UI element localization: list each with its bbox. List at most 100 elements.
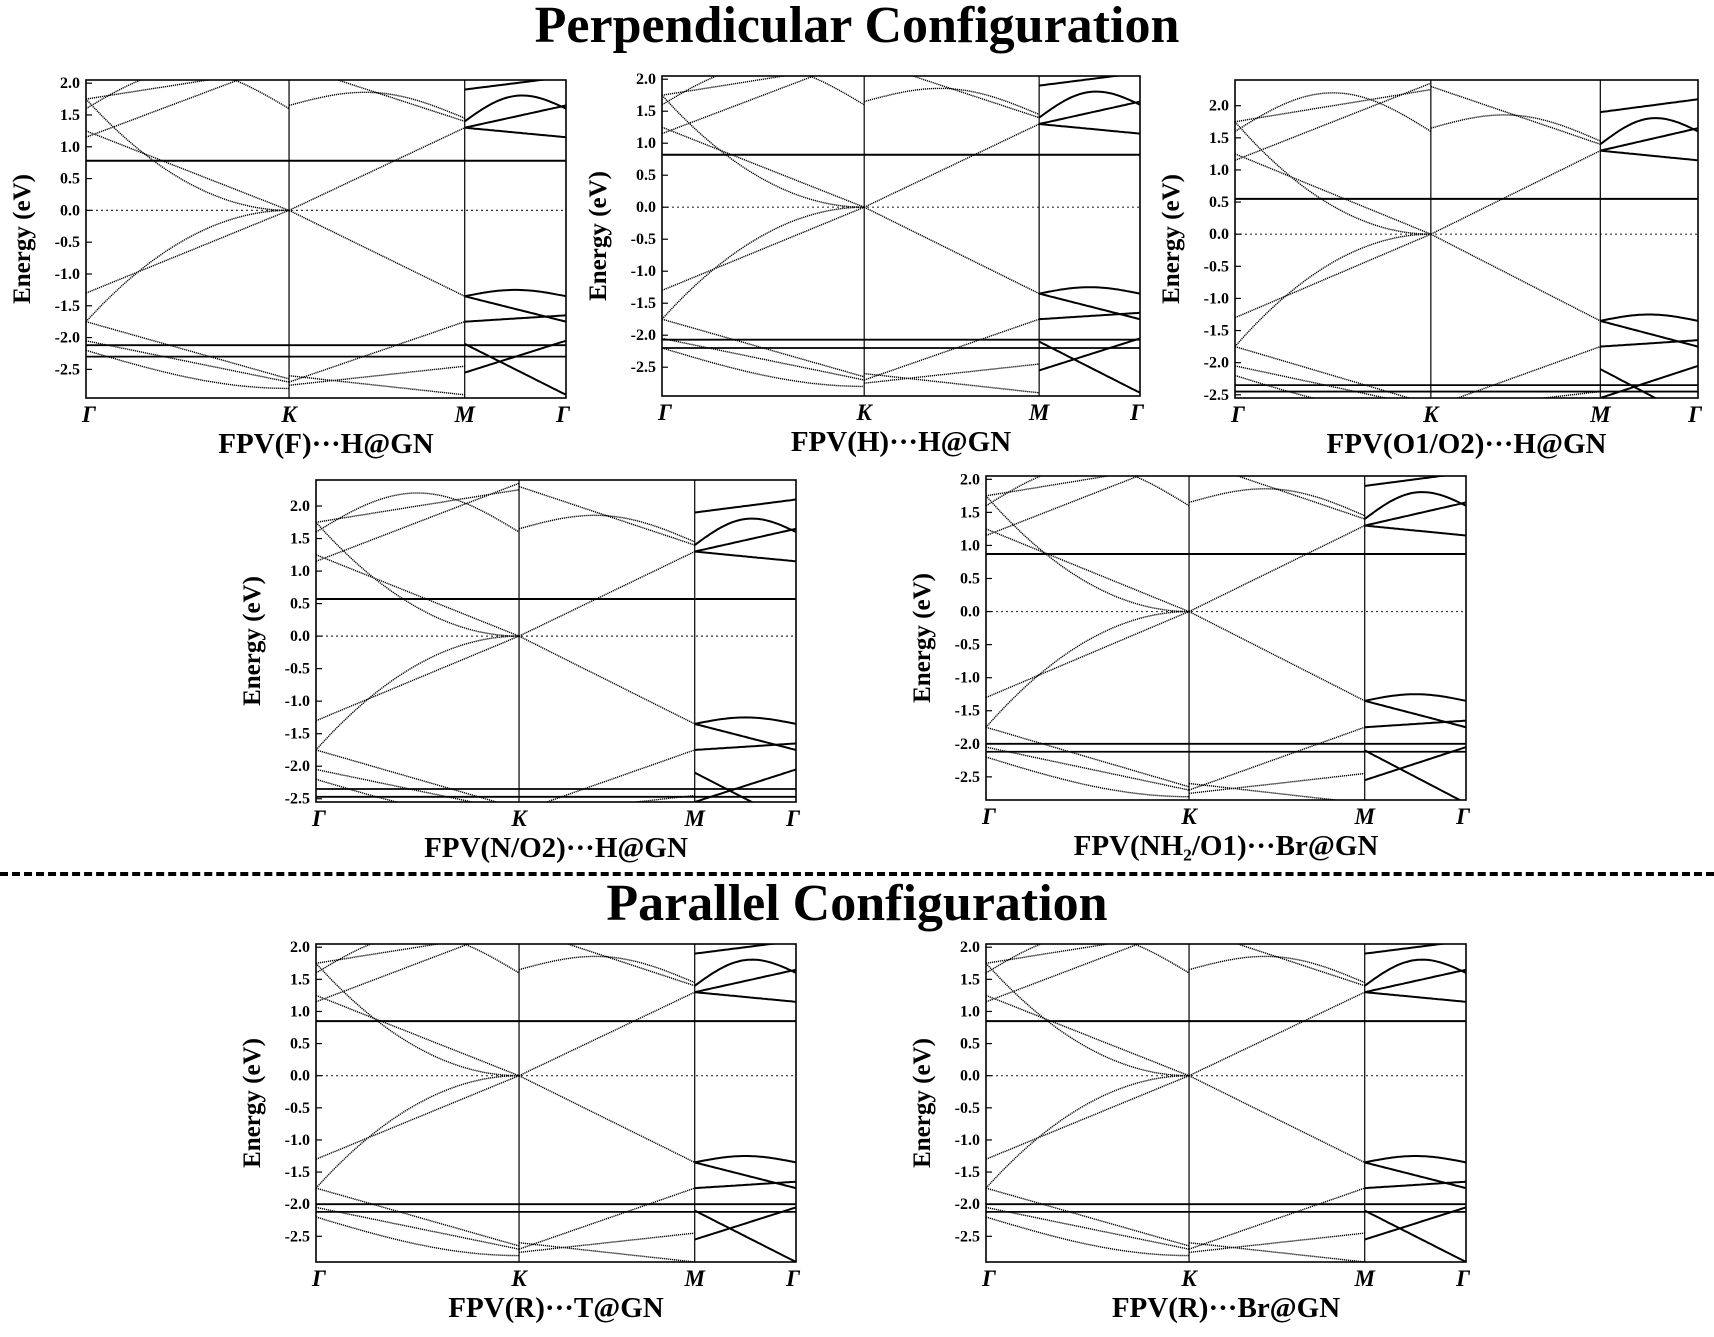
y-axis-label: Energy (eV) [239, 576, 266, 706]
band-line [316, 489, 520, 523]
panel-caption: FPV(R)···T@GN [448, 1292, 664, 1324]
band-line [518, 991, 696, 1077]
band-line [1364, 958, 1466, 987]
band-line [662, 76, 816, 135]
band-line [464, 126, 566, 139]
band-line [288, 375, 465, 396]
k-point-label: Γ [1129, 400, 1144, 425]
y-tick-label: -2.5 [955, 1228, 980, 1245]
band-line [86, 321, 290, 380]
panel-caption: FPV(N/O2)···H@GN [424, 832, 688, 864]
band-line [1235, 153, 1432, 235]
band-line [464, 295, 566, 323]
band-panel: 2.0 1.5 1.0 0.5 0.0 -0.5 -1.0 -1.5 -2.0 -2.5 Energ… [0, 72, 584, 482]
y-tick-label: -1.5 [955, 1164, 980, 1181]
band-line [694, 968, 796, 994]
panel-caption: FPV(O1/O2)···H@GN [1326, 428, 1607, 460]
plot-frame [985, 475, 1467, 801]
band-line [86, 80, 241, 138]
band-line [662, 206, 865, 292]
band-line [1600, 313, 1698, 322]
band-line [1235, 374, 1316, 398]
band-line [1600, 149, 1698, 162]
band-panel: 2.0 1.5 1.0 0.5 0.0 -0.5 -1.0 -1.5 -2.0 -2.5 Energ… [898, 938, 1482, 1334]
band-line [1235, 233, 1431, 348]
y-tick-label: -0.5 [55, 234, 80, 251]
k-point-label: M [683, 1266, 706, 1291]
bands [1235, 80, 1698, 398]
y-tick-label: -2.5 [955, 769, 980, 786]
band-panel: 2.0 1.5 1.0 0.5 0.0 -0.5 -1.0 -1.5 -2.0 -2.5 Energ… [1153, 72, 1714, 482]
bands [986, 944, 1466, 1262]
band-line [986, 1187, 1190, 1247]
y-tick-label: 0.5 [290, 1036, 310, 1053]
band-line [86, 209, 290, 294]
y-tick-label: -1.5 [285, 726, 310, 743]
band-line [1364, 524, 1466, 537]
band-line [1235, 88, 1431, 123]
band-line [986, 726, 1190, 788]
band-line [662, 337, 865, 381]
band-line [986, 610, 1189, 728]
y-tick-label: -1.0 [1204, 290, 1229, 307]
band-line [86, 340, 290, 383]
band-panel: 2.0 1.5 1.0 0.5 0.0 -0.5 -1.0 -1.5 -2.0 -2.5 Energ… [580, 71, 1164, 482]
panel-caption: FPV(F)···H@GN [218, 428, 434, 460]
band-line [863, 318, 1040, 381]
panel-caption: FPV(H)···H@GN [790, 426, 1012, 458]
band-line [1364, 501, 1466, 527]
y-tick-label: 2.0 [290, 939, 310, 956]
band-line [288, 91, 465, 119]
band-line [694, 742, 796, 751]
y-tick-label: -1.5 [55, 298, 80, 315]
band-structure-plot: 2.0 1.5 1.0 0.5 0.0 -0.5 -1.0 -1.5 -2.0 -2.5 Energ… [909, 471, 1470, 829]
y-tick-label: 0.0 [60, 202, 80, 219]
y-tick-label: 0.5 [960, 1036, 980, 1053]
band-line [1188, 772, 1365, 795]
band-line [986, 756, 1189, 798]
k-point-label: Γ [785, 1266, 800, 1291]
band-line [986, 476, 1141, 537]
band-line [86, 130, 290, 212]
band-line [662, 126, 865, 208]
plot-frame [661, 75, 1141, 397]
band-line [694, 768, 796, 802]
y-tick-label: 0.5 [960, 570, 980, 587]
band-line [1235, 92, 1432, 132]
k-point-label: Γ [981, 1266, 996, 1291]
band-line [1599, 117, 1698, 145]
k-point-label: K [510, 806, 528, 831]
k-point-label: Γ [981, 804, 996, 829]
bands [316, 944, 796, 1262]
band-line [1235, 233, 1432, 319]
y-tick-label: 1.0 [60, 139, 80, 156]
band-line [1600, 339, 1698, 348]
band-line [1038, 340, 1140, 394]
bands [986, 476, 1466, 800]
band-line [986, 1075, 1190, 1189]
band-line [1600, 127, 1698, 152]
k-point-label: M [1028, 400, 1051, 425]
band-line [518, 550, 696, 637]
parallel-title: Parallel Configuration [606, 875, 1108, 932]
band-line [1039, 123, 1140, 135]
band-line [518, 955, 695, 984]
band-line [1364, 991, 1466, 1003]
band-line [1235, 345, 1412, 398]
y-tick-label: -1.5 [631, 295, 656, 312]
plot-frame [315, 943, 797, 1263]
y-axis-label: Energy (eV) [239, 1038, 266, 1168]
plot-frame [1234, 79, 1699, 399]
band-line [518, 1187, 695, 1250]
band-line [1188, 991, 1366, 1077]
band-line [1537, 390, 1601, 398]
band-line [464, 80, 549, 91]
band-line [316, 521, 519, 637]
y-tick-label: 1.5 [60, 107, 80, 124]
band-line [316, 768, 476, 802]
band-line [1038, 100, 1140, 125]
band-structure-plot: 2.0 1.5 1.0 0.5 0.0 -0.5 -1.0 -1.5 -2.0 -2.5 Energ… [239, 479, 800, 831]
band-line [694, 1155, 796, 1164]
band-line [1038, 292, 1140, 321]
y-tick-label: 2.0 [60, 75, 80, 92]
